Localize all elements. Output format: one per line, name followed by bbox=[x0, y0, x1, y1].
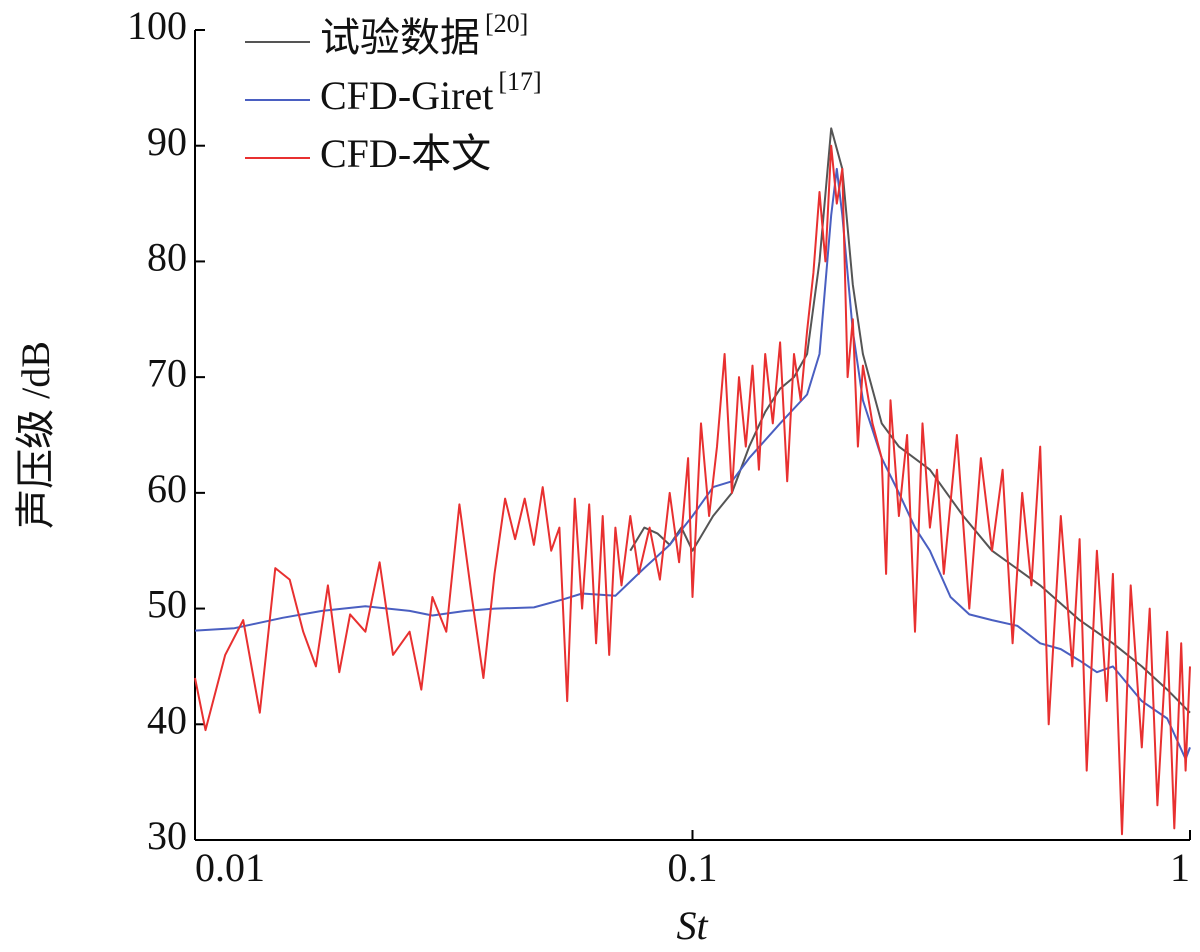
y-axis-label: 声压级 /dB bbox=[13, 341, 58, 529]
x-axis-label: St bbox=[676, 903, 708, 948]
y-tick-label: 60 bbox=[147, 466, 187, 511]
series-line bbox=[194, 144, 1191, 836]
y-tick-label: 40 bbox=[147, 697, 187, 742]
y-tick-label: 90 bbox=[147, 119, 187, 164]
x-tick-label: 1 bbox=[1170, 845, 1190, 890]
y-tick-label: 80 bbox=[147, 235, 187, 280]
y-tick-label: 30 bbox=[147, 813, 187, 858]
legend-label: 试验数据 bbox=[320, 15, 480, 60]
legend-reference: [17] bbox=[498, 67, 541, 96]
legend-reference: [20] bbox=[485, 9, 528, 38]
x-tick-label: 0.01 bbox=[195, 845, 265, 890]
series-line bbox=[194, 167, 1191, 760]
legend-label: CFD-Giret bbox=[320, 73, 493, 118]
y-tick-label: 50 bbox=[147, 582, 187, 627]
y-tick-label: 100 bbox=[127, 3, 187, 48]
x-tick-label: 0.1 bbox=[668, 845, 718, 890]
series-line bbox=[629, 127, 1191, 714]
legend-label: CFD-本文 bbox=[320, 131, 491, 176]
y-tick-label: 70 bbox=[147, 350, 187, 395]
